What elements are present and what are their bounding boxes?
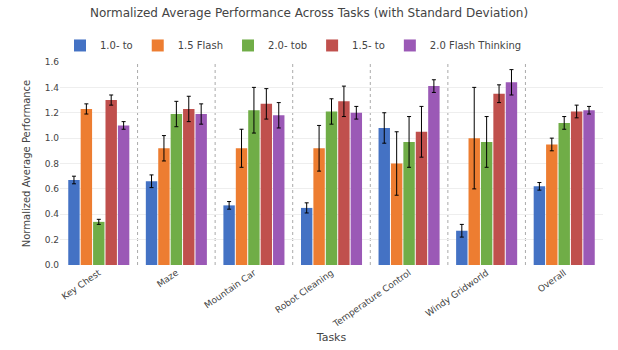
svg-text:1.0- to: 1.0- to: [100, 40, 133, 51]
svg-text:Key Chest: Key Chest: [60, 267, 103, 301]
svg-text:Maze: Maze: [155, 267, 180, 289]
svg-text:1.5- to: 1.5- to: [352, 40, 385, 51]
svg-text:0.0: 0.0: [45, 260, 60, 270]
svg-text:0.4: 0.4: [45, 209, 60, 219]
svg-text:Mountain Car: Mountain Car: [203, 267, 258, 310]
svg-text:0.6: 0.6: [45, 184, 60, 194]
svg-text:2.0 Flash Thinking: 2.0 Flash Thinking: [430, 40, 521, 51]
svg-text:Robot Cleaning: Robot Cleaning: [273, 268, 335, 315]
svg-text:0.2: 0.2: [45, 235, 59, 245]
svg-text:1.6: 1.6: [45, 57, 60, 67]
svg-text:Tasks: Tasks: [316, 331, 347, 344]
svg-text:1.0: 1.0: [45, 133, 60, 143]
svg-text:Overall: Overall: [536, 268, 568, 295]
svg-text:Normalized Average Performance: Normalized Average Performance Across Ta…: [90, 6, 528, 20]
svg-text:Normalized Average Performance: Normalized Average Performance: [21, 80, 32, 248]
svg-text:Windy Gridworld: Windy Gridworld: [424, 268, 491, 319]
svg-text:1.2: 1.2: [45, 108, 59, 118]
svg-text:1.4: 1.4: [45, 83, 60, 93]
svg-text:0.8: 0.8: [45, 159, 60, 169]
svg-text:2.0- tob: 2.0- tob: [268, 40, 307, 51]
svg-text:1.5 Flash: 1.5 Flash: [178, 40, 223, 51]
svg-text:Temperature Control: Temperature Control: [331, 268, 413, 330]
